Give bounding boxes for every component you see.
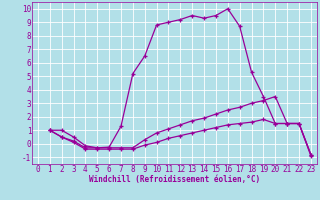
X-axis label: Windchill (Refroidissement éolien,°C): Windchill (Refroidissement éolien,°C) xyxy=(89,175,260,184)
